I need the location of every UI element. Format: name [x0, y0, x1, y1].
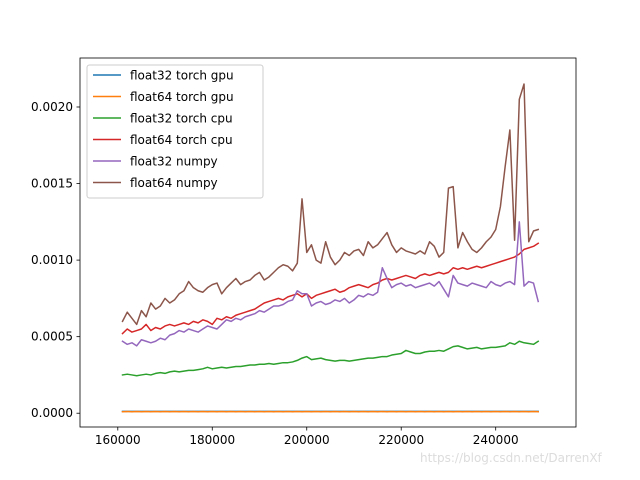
- legend-label-3: float64 torch cpu: [130, 133, 233, 147]
- y-tick-label-1: 0.0005: [31, 330, 73, 344]
- x-tick-label-0: 160000: [95, 433, 141, 447]
- series-lines: [121, 83, 540, 413]
- series-line-5: [121, 83, 540, 326]
- y-tick-label-3: 0.0015: [31, 177, 73, 191]
- legend: float32 torch gpu float64 torch gpu float3…: [86, 64, 264, 199]
- plot-frame: [79, 57, 577, 428]
- legend-label-1: float64 torch gpu: [130, 90, 234, 104]
- x-tick-label-4: 240000: [473, 433, 519, 447]
- y-tick-label-2: 0.0010: [31, 253, 73, 267]
- watermark: https://blog.csdn.net/DarrenXf: [420, 451, 602, 465]
- series-line-2: [121, 340, 540, 377]
- legend-label-5: float64 numpy: [130, 176, 218, 190]
- legend-box: [86, 64, 264, 199]
- legend-label-0: float32 torch gpu: [130, 69, 234, 83]
- series-line-4: [121, 221, 540, 347]
- y-tick-label-4: 0.0020: [31, 100, 73, 114]
- series-line-3: [121, 242, 540, 335]
- legend-label-4: float32 numpy: [130, 155, 218, 169]
- y-axis: 0.0000 0.0005 0.0010 0.0015 0.0020: [31, 100, 80, 420]
- x-axis: 160000 180000 200000 220000 240000: [95, 427, 519, 447]
- y-tick-label-0: 0.0000: [31, 406, 73, 420]
- x-tick-label-1: 180000: [189, 433, 235, 447]
- x-tick-label-3: 220000: [378, 433, 424, 447]
- legend-label-2: float32 torch cpu: [130, 112, 233, 126]
- x-tick-label-2: 200000: [284, 433, 330, 447]
